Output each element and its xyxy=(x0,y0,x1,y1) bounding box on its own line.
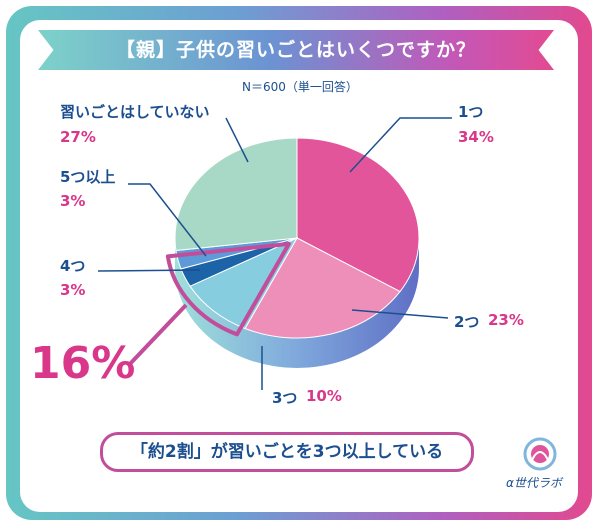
leader-5 xyxy=(128,183,207,257)
chart-title: 【親】子供の習いごとはいくつですか？ xyxy=(115,39,476,61)
slice-label-2: 2つ xyxy=(454,313,480,331)
leader-2 xyxy=(351,309,449,319)
highlight-outline xyxy=(165,241,291,337)
slice-value-3: 10% xyxy=(306,387,342,405)
slice-label-4: 4つ xyxy=(60,257,86,275)
alpha-lab-logo-icon xyxy=(523,437,557,471)
summary-note: 「約2割」が習いごとを3つ以上している xyxy=(130,442,444,462)
slice-value-4: 3% xyxy=(60,281,86,299)
slice-value-1: 34% xyxy=(458,128,494,146)
slice-label-1: 1つ xyxy=(458,103,484,121)
pie-slice-2 xyxy=(244,237,401,339)
pie-slice-1 xyxy=(296,137,420,293)
leader-1 xyxy=(349,117,452,173)
title-banner xyxy=(38,30,554,70)
slice-value-5: 3% xyxy=(60,192,86,210)
leader-lines xyxy=(97,117,452,390)
brand-name: α世代ラボ xyxy=(506,476,562,490)
slice-value-6: 27% xyxy=(60,128,96,146)
leader-16 xyxy=(126,303,188,368)
slice-label-5: 5つ以上 xyxy=(60,168,116,186)
slice-label-3: 3つ xyxy=(272,389,298,407)
slice-label-6: 習いごとはしていない xyxy=(60,103,210,121)
leader-4 xyxy=(97,269,201,272)
sample-size: N＝600（単一回答） xyxy=(242,80,358,94)
note-box xyxy=(100,432,474,472)
pie-slice-6 xyxy=(174,137,298,252)
pie-slice-3 xyxy=(189,236,299,330)
highlight-total-label: 16% xyxy=(30,338,136,389)
leader-6 xyxy=(225,117,249,163)
slice-value-2: 23% xyxy=(488,311,524,329)
